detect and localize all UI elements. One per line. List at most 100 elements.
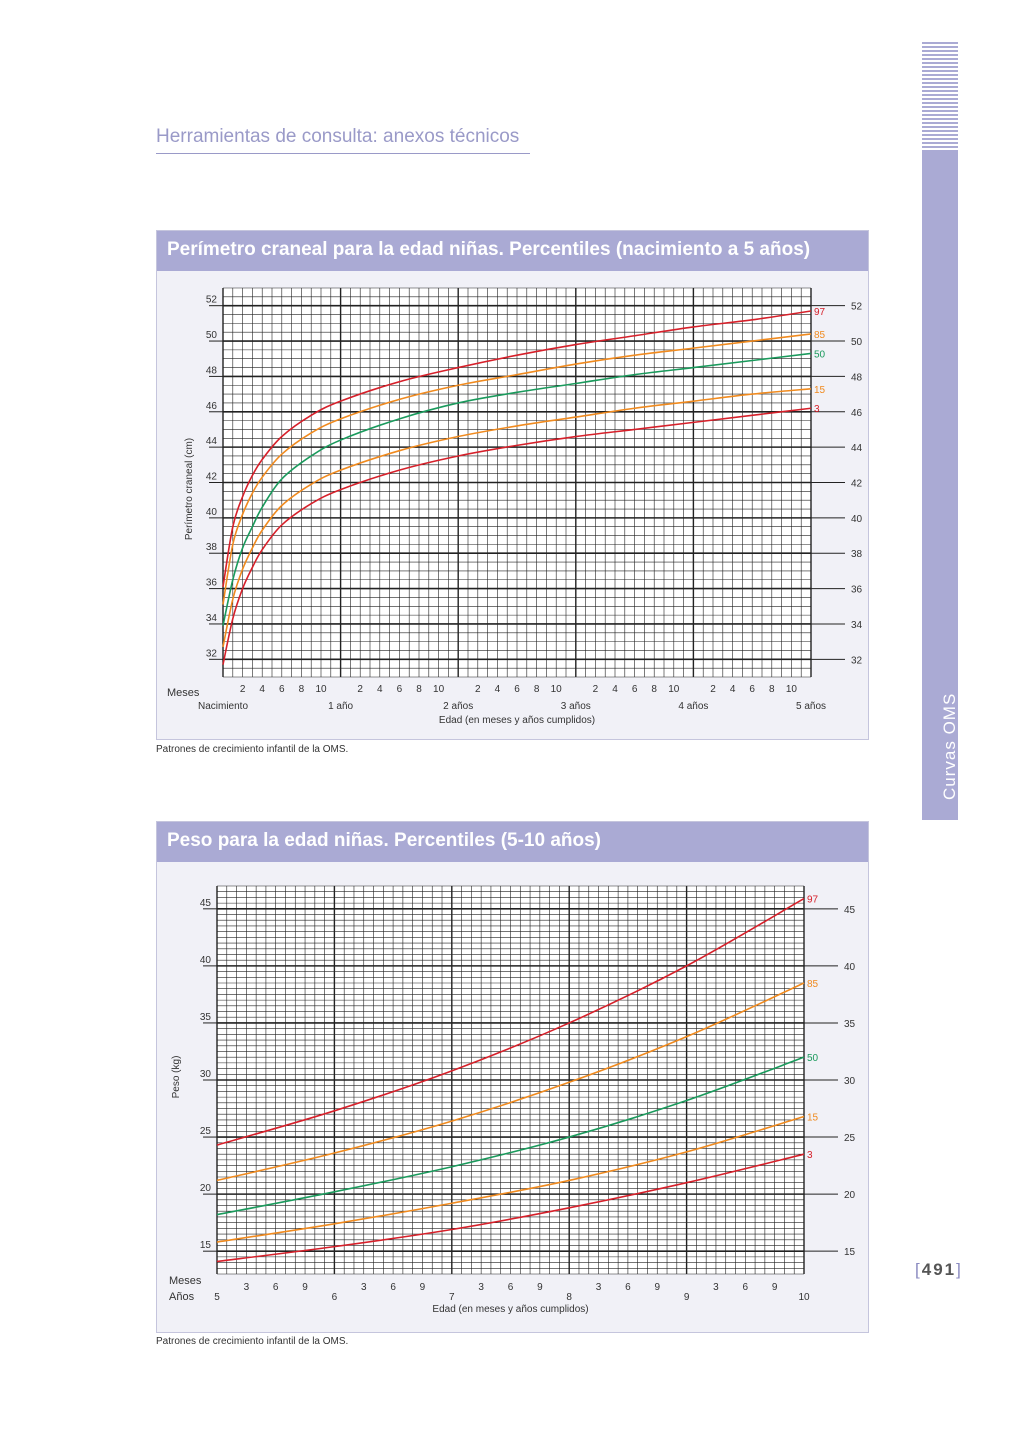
y-tick-label-right: 25 xyxy=(844,1133,856,1144)
percentile-curve-p3 xyxy=(216,1153,805,1263)
percentile-curve-p15 xyxy=(222,387,812,648)
month-tick-label: 2 xyxy=(710,684,716,695)
percentile-label-p97: 97 xyxy=(807,895,819,906)
percentile-curve-p97 xyxy=(222,310,812,587)
month-tick-label: 9 xyxy=(654,1282,660,1293)
y-tick-label-left: 52 xyxy=(206,295,218,306)
month-tick-label: 3 xyxy=(478,1282,484,1293)
month-tick-label: 2 xyxy=(475,684,481,695)
percentile-label-p50: 50 xyxy=(807,1053,819,1064)
y-tick-label-right: 40 xyxy=(851,514,863,525)
month-tick-label: 4 xyxy=(495,684,501,695)
month-tick-label: 10 xyxy=(551,684,563,695)
y-tick-label-right: 34 xyxy=(851,620,863,631)
percentile-label-p15: 15 xyxy=(807,1113,819,1124)
month-tick-label: 10 xyxy=(315,684,327,695)
year-label: 5 xyxy=(214,1292,220,1303)
y-tick-label-left: 48 xyxy=(206,365,218,376)
year-label: 10 xyxy=(798,1292,810,1303)
y-tick-label-right: 45 xyxy=(844,905,856,916)
percentile-label-p97: 97 xyxy=(814,307,826,318)
month-tick-label: 6 xyxy=(632,684,638,695)
y-tick-label-right: 15 xyxy=(844,1247,856,1258)
month-tick-label: 10 xyxy=(668,684,680,695)
month-tick-label: 8 xyxy=(416,684,422,695)
month-row-label: Meses xyxy=(167,687,200,699)
percentile-curve-p15 xyxy=(216,1115,805,1243)
chart-title: Perímetro craneal para la edad niñas. Pe… xyxy=(167,239,811,260)
year-label: 6 xyxy=(332,1292,338,1303)
percentile-label-p85: 85 xyxy=(807,979,819,990)
month-tick-label: 6 xyxy=(508,1282,514,1293)
month-tick-label: 10 xyxy=(433,684,445,695)
y-tick-label-left: 38 xyxy=(206,542,218,553)
percentile-curve-p50 xyxy=(216,1056,805,1216)
chart-panel-weight: Peso para la edad niñas. Percentiles (5-… xyxy=(156,821,869,1333)
y-tick-label-right: 52 xyxy=(851,302,863,313)
month-tick-label: 8 xyxy=(299,684,305,695)
month-tick-label: 3 xyxy=(244,1282,250,1293)
month-tick-label: 8 xyxy=(769,684,775,695)
year-label: 1 año xyxy=(328,701,353,712)
side-tab-label: Curvas OMS xyxy=(940,692,959,800)
page-number-value: 491 xyxy=(921,1260,957,1279)
y-tick-label-left: 25 xyxy=(200,1126,212,1137)
month-tick-label: 6 xyxy=(749,684,755,695)
page-number-open-bracket: [ xyxy=(915,1260,922,1279)
side-tab-stripes xyxy=(922,40,958,150)
y-tick-label-left: 46 xyxy=(206,401,218,412)
y-tick-label-left: 45 xyxy=(200,898,212,909)
month-tick-label: 8 xyxy=(534,684,540,695)
chart-title-bar: Peso para la edad niñas. Percentiles (5-… xyxy=(157,822,868,862)
percentile-label-p3: 3 xyxy=(807,1150,813,1161)
y-tick-label-left: 50 xyxy=(206,330,218,341)
y-tick-label-left: 30 xyxy=(200,1069,212,1080)
chart-title-bar: Perímetro craneal para la edad niñas. Pe… xyxy=(157,231,868,271)
month-tick-label: 2 xyxy=(357,684,363,695)
y-tick-label-right: 20 xyxy=(844,1190,856,1201)
month-tick-label: 4 xyxy=(612,684,618,695)
chart-panel-head-circumference: Perímetro craneal para la edad niñas. Pe… xyxy=(156,230,869,740)
month-tick-label: 4 xyxy=(259,684,265,695)
y-tick-label-right: 40 xyxy=(844,962,856,973)
month-tick-label: 8 xyxy=(651,684,657,695)
percentile-curve-p97 xyxy=(216,897,805,1146)
month-row-label: Meses xyxy=(169,1275,202,1287)
y-tick-label-right: 48 xyxy=(851,372,863,383)
month-tick-label: 9 xyxy=(302,1282,308,1293)
year-label: 5 años xyxy=(796,701,826,712)
month-tick-label: 10 xyxy=(786,684,798,695)
y-tick-label-left: 20 xyxy=(200,1183,212,1194)
y-tick-label-left: 40 xyxy=(206,507,218,518)
percentile-curve-p85 xyxy=(222,333,812,605)
page-header-title: Herramientas de consulta: anexos técnico… xyxy=(156,126,520,147)
header-underline xyxy=(156,153,530,154)
month-tick-label: 9 xyxy=(420,1282,426,1293)
percentile-label-p15: 15 xyxy=(814,385,826,396)
month-tick-label: 6 xyxy=(390,1282,396,1293)
month-tick-label: 6 xyxy=(743,1282,749,1293)
month-tick-label: 3 xyxy=(713,1282,719,1293)
chart-source-note: Patrones de crecimiento infantil de la O… xyxy=(156,1336,349,1347)
percentile-label-p85: 85 xyxy=(814,330,826,341)
month-tick-label: 6 xyxy=(397,684,403,695)
y-axis-label: Perímetro craneal (cm) xyxy=(184,438,195,540)
year-label: 7 xyxy=(449,1292,455,1303)
side-tab: Curvas OMS xyxy=(922,40,959,820)
month-tick-label: 6 xyxy=(273,1282,279,1293)
y-tick-label-left: 32 xyxy=(206,648,218,659)
month-tick-label: 4 xyxy=(377,684,383,695)
y-axis-label: Peso (kg) xyxy=(171,1056,182,1099)
year-label: 9 xyxy=(684,1292,690,1303)
month-tick-label: 9 xyxy=(772,1282,778,1293)
year-label: 3 años xyxy=(561,701,591,712)
x-axis-label: Edad (en meses y años cumplidos) xyxy=(439,715,595,726)
y-tick-label-left: 36 xyxy=(206,578,218,589)
y-tick-label-left: 42 xyxy=(206,472,218,483)
month-tick-label: 6 xyxy=(625,1282,631,1293)
x-axis-label: Edad (en meses y años cumplidos) xyxy=(432,1304,588,1315)
head-circumference-chart: 3232343436363838404042424444464648485050… xyxy=(167,287,863,726)
y-tick-label-right: 35 xyxy=(844,1019,856,1030)
year-label: Nacimiento xyxy=(198,701,248,712)
month-tick-label: 3 xyxy=(596,1282,602,1293)
